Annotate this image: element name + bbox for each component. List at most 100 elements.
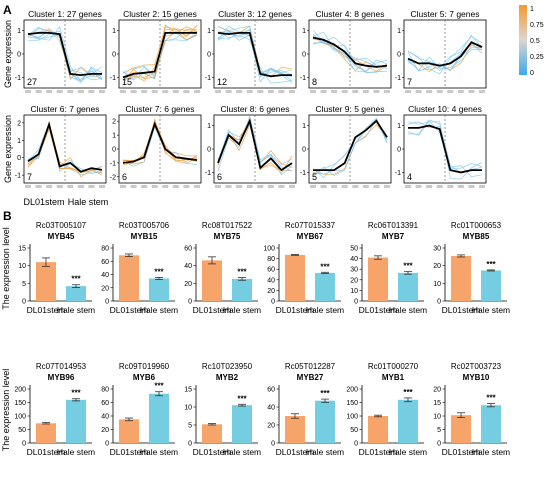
sample-tick-label [415,185,422,188]
cluster-trend-line [313,119,388,172]
bar-y-tick-label: 0 [188,441,192,448]
gene-profile-line [312,118,388,178]
bar [36,262,56,301]
cluster-gene-count: 12 [217,77,227,87]
cluster-trend-line [122,32,197,79]
sample-tick-label [257,185,264,188]
bar-y-tick-label: 0 [105,299,109,306]
bar-y-tick-label: 15 [184,387,192,394]
sample-tick-label [246,185,253,188]
sample-tick-label [278,185,285,188]
bar [36,423,56,443]
sample-tick-label [468,185,475,188]
sample-tick-label [236,185,243,188]
sample-tick-label [99,90,105,93]
colorbar-tick: 0.25 [530,54,544,61]
cluster-y-tick-label: 0 [17,155,21,162]
bar-y-tick-label: 100 [346,414,358,421]
significance-marker: *** [403,388,413,397]
bar-category-label: DL01stem [27,305,66,315]
bar-y-tick-label: 15 [18,246,26,253]
cluster-y-tick-label: -1 [395,75,401,82]
sample-tick-label [162,90,169,93]
cluster-y-tick-label: 1 [17,138,21,145]
gene-name: MYB75 [214,232,241,241]
cluster-title: Cluster 5: 7 genes [411,9,480,19]
bar [315,400,335,443]
cluster-y-tick-label: 1 [112,133,116,140]
cluster-trend-line [122,121,198,164]
panel-b-label: B [3,209,12,223]
sample-tick-label [225,90,232,93]
bar-category-label: Hale stem [57,447,95,457]
bar-category-label: Hale stem [223,305,261,315]
sample-tick-label [331,90,338,93]
bar [481,405,501,443]
bar [66,286,86,301]
bar-y-tick-label: 50 [350,427,358,434]
cluster-y-tick-label: 0 [397,147,401,154]
sample-tick-label [267,185,274,188]
bar [285,416,305,443]
sample-tick-label [99,185,105,188]
cluster-y-tick-label: 1 [302,28,306,35]
sample-tick-label [310,185,316,188]
bar-y-tick-label: 40 [350,256,358,263]
gene-id: Rc06T013391 [368,221,419,230]
significance-marker: *** [237,268,247,277]
bar-y-tick-label: 20 [184,281,192,288]
cluster-y-axis-label: Gene expression [3,20,13,88]
gene-id: Rc01T000270 [368,362,419,371]
sample-tick-label [151,185,158,188]
bar-category-label: Hale stem [223,447,261,457]
significance-marker: *** [320,389,330,398]
sample-tick-label [405,90,411,93]
sample-tick-label [278,90,285,93]
gene-name: MYB7 [382,232,405,241]
bar-y-tick-label: 80 [267,256,275,263]
bar-y-tick-label: 10 [350,288,358,295]
sample-tick-label [183,90,190,93]
sample-tick-label [246,90,253,93]
bar-y-tick-label: 5 [22,281,26,288]
bar [232,278,252,301]
sample-tick-label [362,185,369,188]
sample-tick-label [267,90,274,93]
bar-y-tick-label: 20 [267,423,275,430]
gene-id: Rc08T017522 [202,221,253,230]
bar-category-label: DL01stem [359,447,398,457]
bar [66,399,86,443]
gene-profile-line [217,32,293,83]
significance-marker: *** [154,267,164,276]
cluster-gene-count: 7 [407,77,412,87]
sample-tick-label [331,185,338,188]
bar-y-tick-label: 20 [101,285,109,292]
bar-y-axis-label: The expression level [1,227,11,310]
cluster-y-tick-label: 0 [302,52,306,59]
sample-tick-label [141,90,148,93]
cluster-title: Cluster 6: 7 genes [31,104,100,114]
gene-name: MYB1 [382,373,405,382]
cluster-y-tick-label: 0 [302,147,306,154]
sample-tick-label [426,185,433,188]
sample-tick-label [341,185,348,188]
cluster-trend-line [27,121,103,173]
bar-y-tick-label: 40 [101,414,109,421]
cluster-title: Cluster 4: 8 genes [316,9,385,19]
bar [368,257,388,301]
bar-category-label: Hale stem [140,447,178,457]
cluster-y-tick-label: -1 [110,160,116,167]
cluster-y-tick-label: -1 [205,75,211,82]
bar-y-tick-label: 0 [437,299,441,306]
bar [149,278,169,301]
gene-profile-line [27,26,103,82]
bar-y-tick-label: 50 [18,427,26,434]
cluster-trend-line [312,36,388,68]
bar-y-tick-label: 15 [433,400,441,407]
bar-category-label: Hale stem [389,447,427,457]
gene-name: MYB45 [48,232,75,241]
cluster-title: Cluster 1: 27 genes [28,9,102,19]
gene-id: Rc03T005706 [119,221,170,230]
